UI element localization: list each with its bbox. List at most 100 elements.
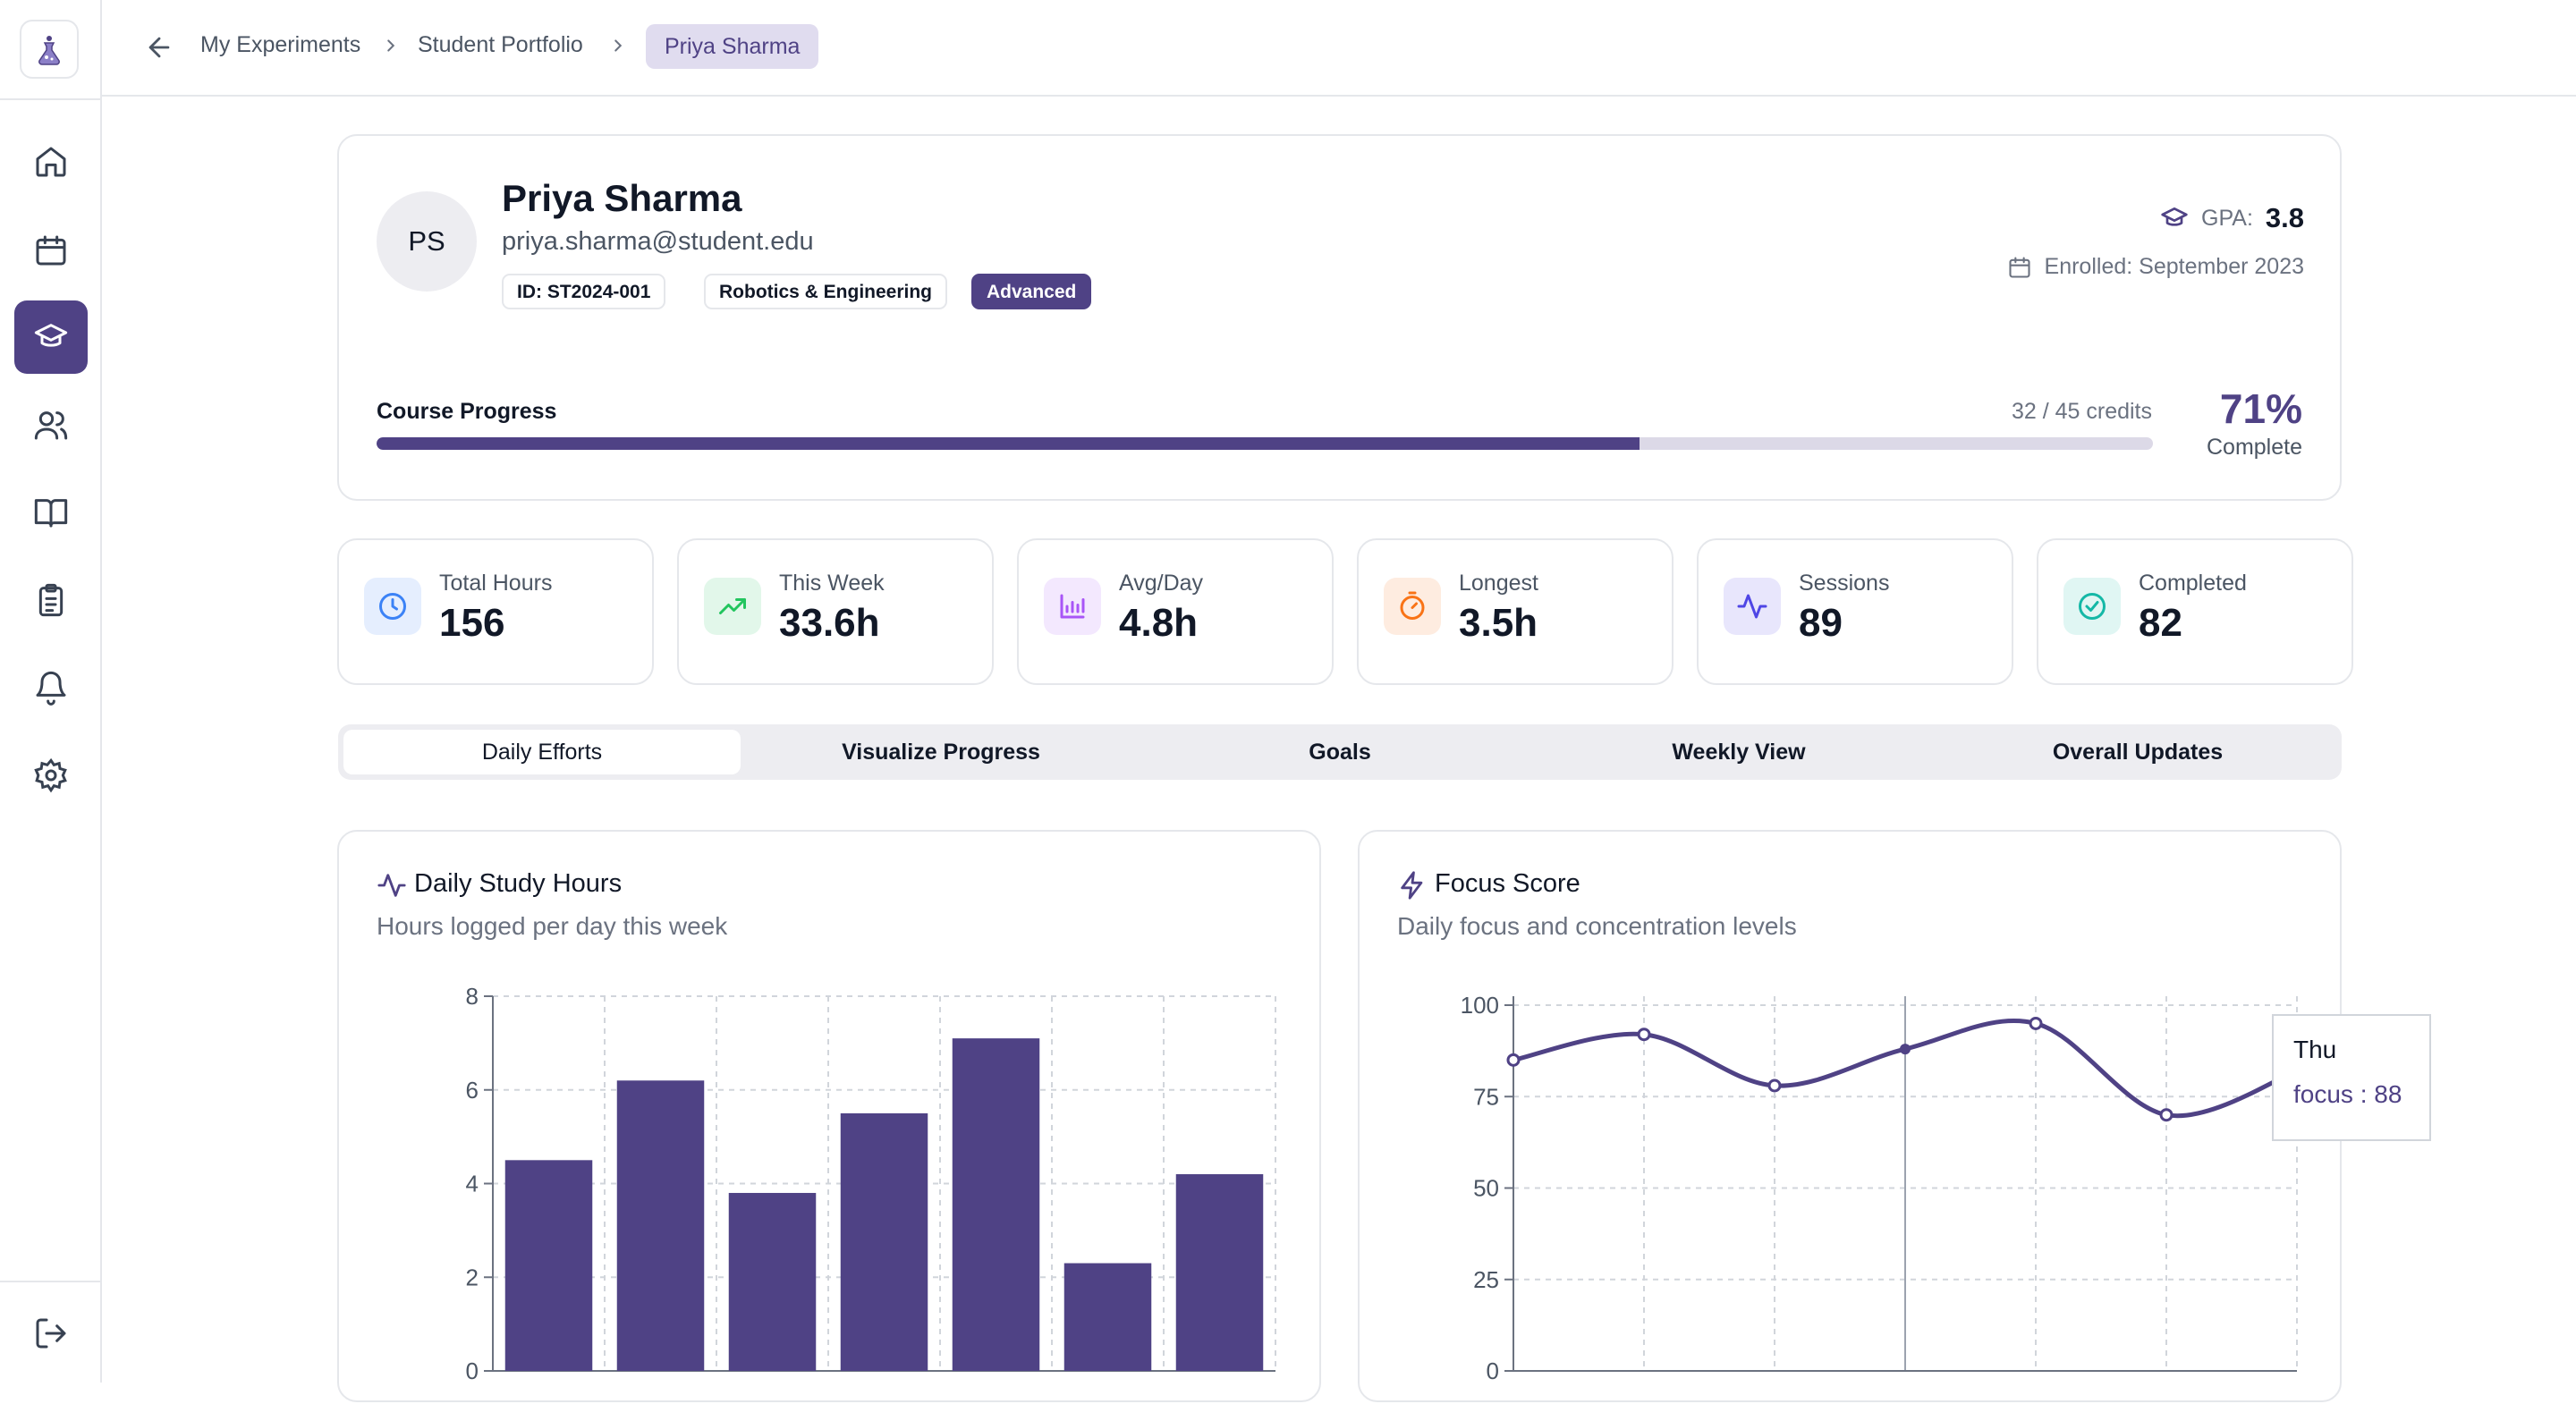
- trending-up-icon: [719, 598, 746, 614]
- chart-title: Focus Score: [1435, 869, 1580, 898]
- nav-assignments[interactable]: [14, 563, 88, 637]
- bar: [1063, 1263, 1152, 1371]
- logout-button[interactable]: [14, 1297, 88, 1370]
- graduation-cap-icon: [2161, 207, 2188, 226]
- nav-notifications[interactable]: [14, 651, 88, 724]
- stat-icon-wrap: [1044, 578, 1101, 635]
- stat-icon-wrap: [364, 578, 421, 635]
- tab-daily-efforts[interactable]: Daily Efforts: [343, 730, 741, 774]
- course-progress-fill: [377, 437, 1640, 450]
- app-logo[interactable]: [20, 20, 79, 79]
- tooltip-value: focus : 88: [2293, 1080, 2402, 1108]
- stat-icon-wrap: [2063, 578, 2121, 635]
- calendar-icon: [36, 235, 66, 266]
- bar: [1175, 1174, 1264, 1371]
- y-tick-label: 50: [1473, 1175, 1499, 1202]
- activity-icon: [377, 874, 406, 897]
- y-tick-label: 8: [466, 983, 479, 1010]
- back-button[interactable]: [140, 28, 179, 67]
- stat-value: 82: [2139, 601, 2182, 645]
- settings-icon: [34, 757, 67, 793]
- y-tick-label: 0: [1487, 1357, 1499, 1384]
- course-progress-complete-label: Complete: [2207, 435, 2302, 460]
- course-progress-label: Course Progress: [377, 399, 557, 424]
- data-point: [1506, 1053, 1521, 1067]
- chart-subtitle: Hours logged per day this week: [377, 912, 728, 940]
- nav-users[interactable]: [14, 388, 88, 461]
- bell-icon: [36, 671, 66, 706]
- graduation-cap-icon: [34, 324, 68, 347]
- y-tick-label: 6: [466, 1077, 479, 1104]
- tab-visualize-progress[interactable]: Visualize Progress: [842, 740, 1040, 765]
- breadcrumb-my-experiments[interactable]: My Experiments: [200, 32, 361, 57]
- enrolled-row: Enrolled: September 2023: [2007, 254, 2304, 280]
- stat-card-this-week: This Week 33.6h: [677, 538, 994, 685]
- stat-value: 89: [1799, 601, 1843, 645]
- avatar: PS: [377, 191, 477, 292]
- chart-subtitle: Daily focus and concentration levels: [1397, 912, 1797, 940]
- sidebar: [0, 0, 102, 1383]
- nav-students[interactable]: [14, 300, 88, 374]
- nav-calendar[interactable]: [14, 214, 88, 287]
- stat-icon-wrap: [704, 578, 761, 635]
- nav-settings[interactable]: [14, 739, 88, 812]
- stat-value: 33.6h: [779, 601, 880, 645]
- check-circle-icon: [2079, 593, 2106, 620]
- tab-goals[interactable]: Goals: [1309, 740, 1371, 765]
- stat-icon-wrap: [1724, 578, 1781, 635]
- program-badge: Robotics & Engineering: [704, 274, 948, 309]
- chevron-right-icon: [387, 39, 395, 52]
- daily-study-hours-card: Daily Study Hours Hours logged per day t…: [337, 830, 1321, 1402]
- stat-value: 4.8h: [1119, 601, 1199, 645]
- tab-bar: Daily Efforts Visualize Progress Goals W…: [338, 724, 2342, 780]
- stat-card-avg-day: Avg/Day 4.8h: [1017, 538, 1334, 685]
- bar: [952, 1038, 1040, 1371]
- student-email: priya.sharma@student.edu: [502, 227, 814, 256]
- data-point-active: [1900, 1044, 1911, 1055]
- tab-weekly-view[interactable]: Weekly View: [1672, 740, 1806, 765]
- users-icon: [34, 411, 68, 440]
- course-progress-percent: 71%: [2219, 385, 2302, 432]
- tooltip-day: Thu: [2293, 1036, 2337, 1063]
- chevron-right-icon: [614, 39, 623, 52]
- focus-score-card: Focus Score Daily focus and concentratio…: [1358, 830, 2431, 1402]
- stat-label: Avg/Day: [1119, 571, 1204, 596]
- bar: [840, 1112, 928, 1371]
- level-badge: Advanced: [971, 274, 1092, 309]
- stat-label: This Week: [779, 571, 885, 596]
- stat-label: Sessions: [1799, 571, 1890, 596]
- tab-overall-updates[interactable]: Overall Updates: [2052, 740, 2224, 765]
- flask-logo-icon: [38, 36, 60, 65]
- nav-home[interactable]: [14, 125, 88, 199]
- bar: [616, 1080, 705, 1371]
- focus-score-chart: 0 25 50 75 100: [1461, 992, 2304, 1384]
- y-tick-label: 4: [466, 1171, 479, 1197]
- daily-study-hours-chart: 0 2 4 6 8: [466, 983, 1276, 1384]
- data-point: [1637, 1028, 1651, 1042]
- chart-title: Daily Study Hours: [414, 869, 623, 898]
- stat-card-total-hours: Total Hours 156: [337, 538, 654, 685]
- breadcrumb-student-portfolio[interactable]: Student Portfolio: [418, 32, 583, 57]
- chart-grid: 0 25 50 75 100: [1461, 992, 2298, 1384]
- calendar-icon: [2008, 256, 2030, 278]
- breadcrumb-current: Priya Sharma: [646, 24, 819, 69]
- gpa-value: 3.8: [2265, 202, 2304, 233]
- stat-card-sessions: Sessions 89: [1697, 538, 2013, 685]
- home-icon: [36, 147, 66, 177]
- book-open-icon: [34, 499, 68, 528]
- stat-icon-wrap: [1384, 578, 1441, 635]
- clipboard-list-icon: [38, 583, 64, 617]
- nav-library[interactable]: [14, 476, 88, 549]
- data-point: [1767, 1078, 1782, 1093]
- course-progress-bar: [377, 437, 2153, 450]
- stat-value: 156: [439, 601, 505, 645]
- data-point: [2029, 1016, 2043, 1030]
- arrow-left-icon: [148, 37, 170, 58]
- stat-value: 3.5h: [1459, 601, 1538, 645]
- timer-icon: [1400, 591, 1425, 620]
- course-progress-credits: 32 / 45 credits: [2011, 399, 2152, 424]
- profile-card: PS Priya Sharma priya.sharma@student.edu…: [337, 134, 2342, 501]
- chart-tooltip: Thu focus : 88: [2272, 1014, 2431, 1141]
- gpa-label: GPA:: [2201, 205, 2253, 231]
- student-id-badge: ID: ST2024-001: [502, 274, 666, 309]
